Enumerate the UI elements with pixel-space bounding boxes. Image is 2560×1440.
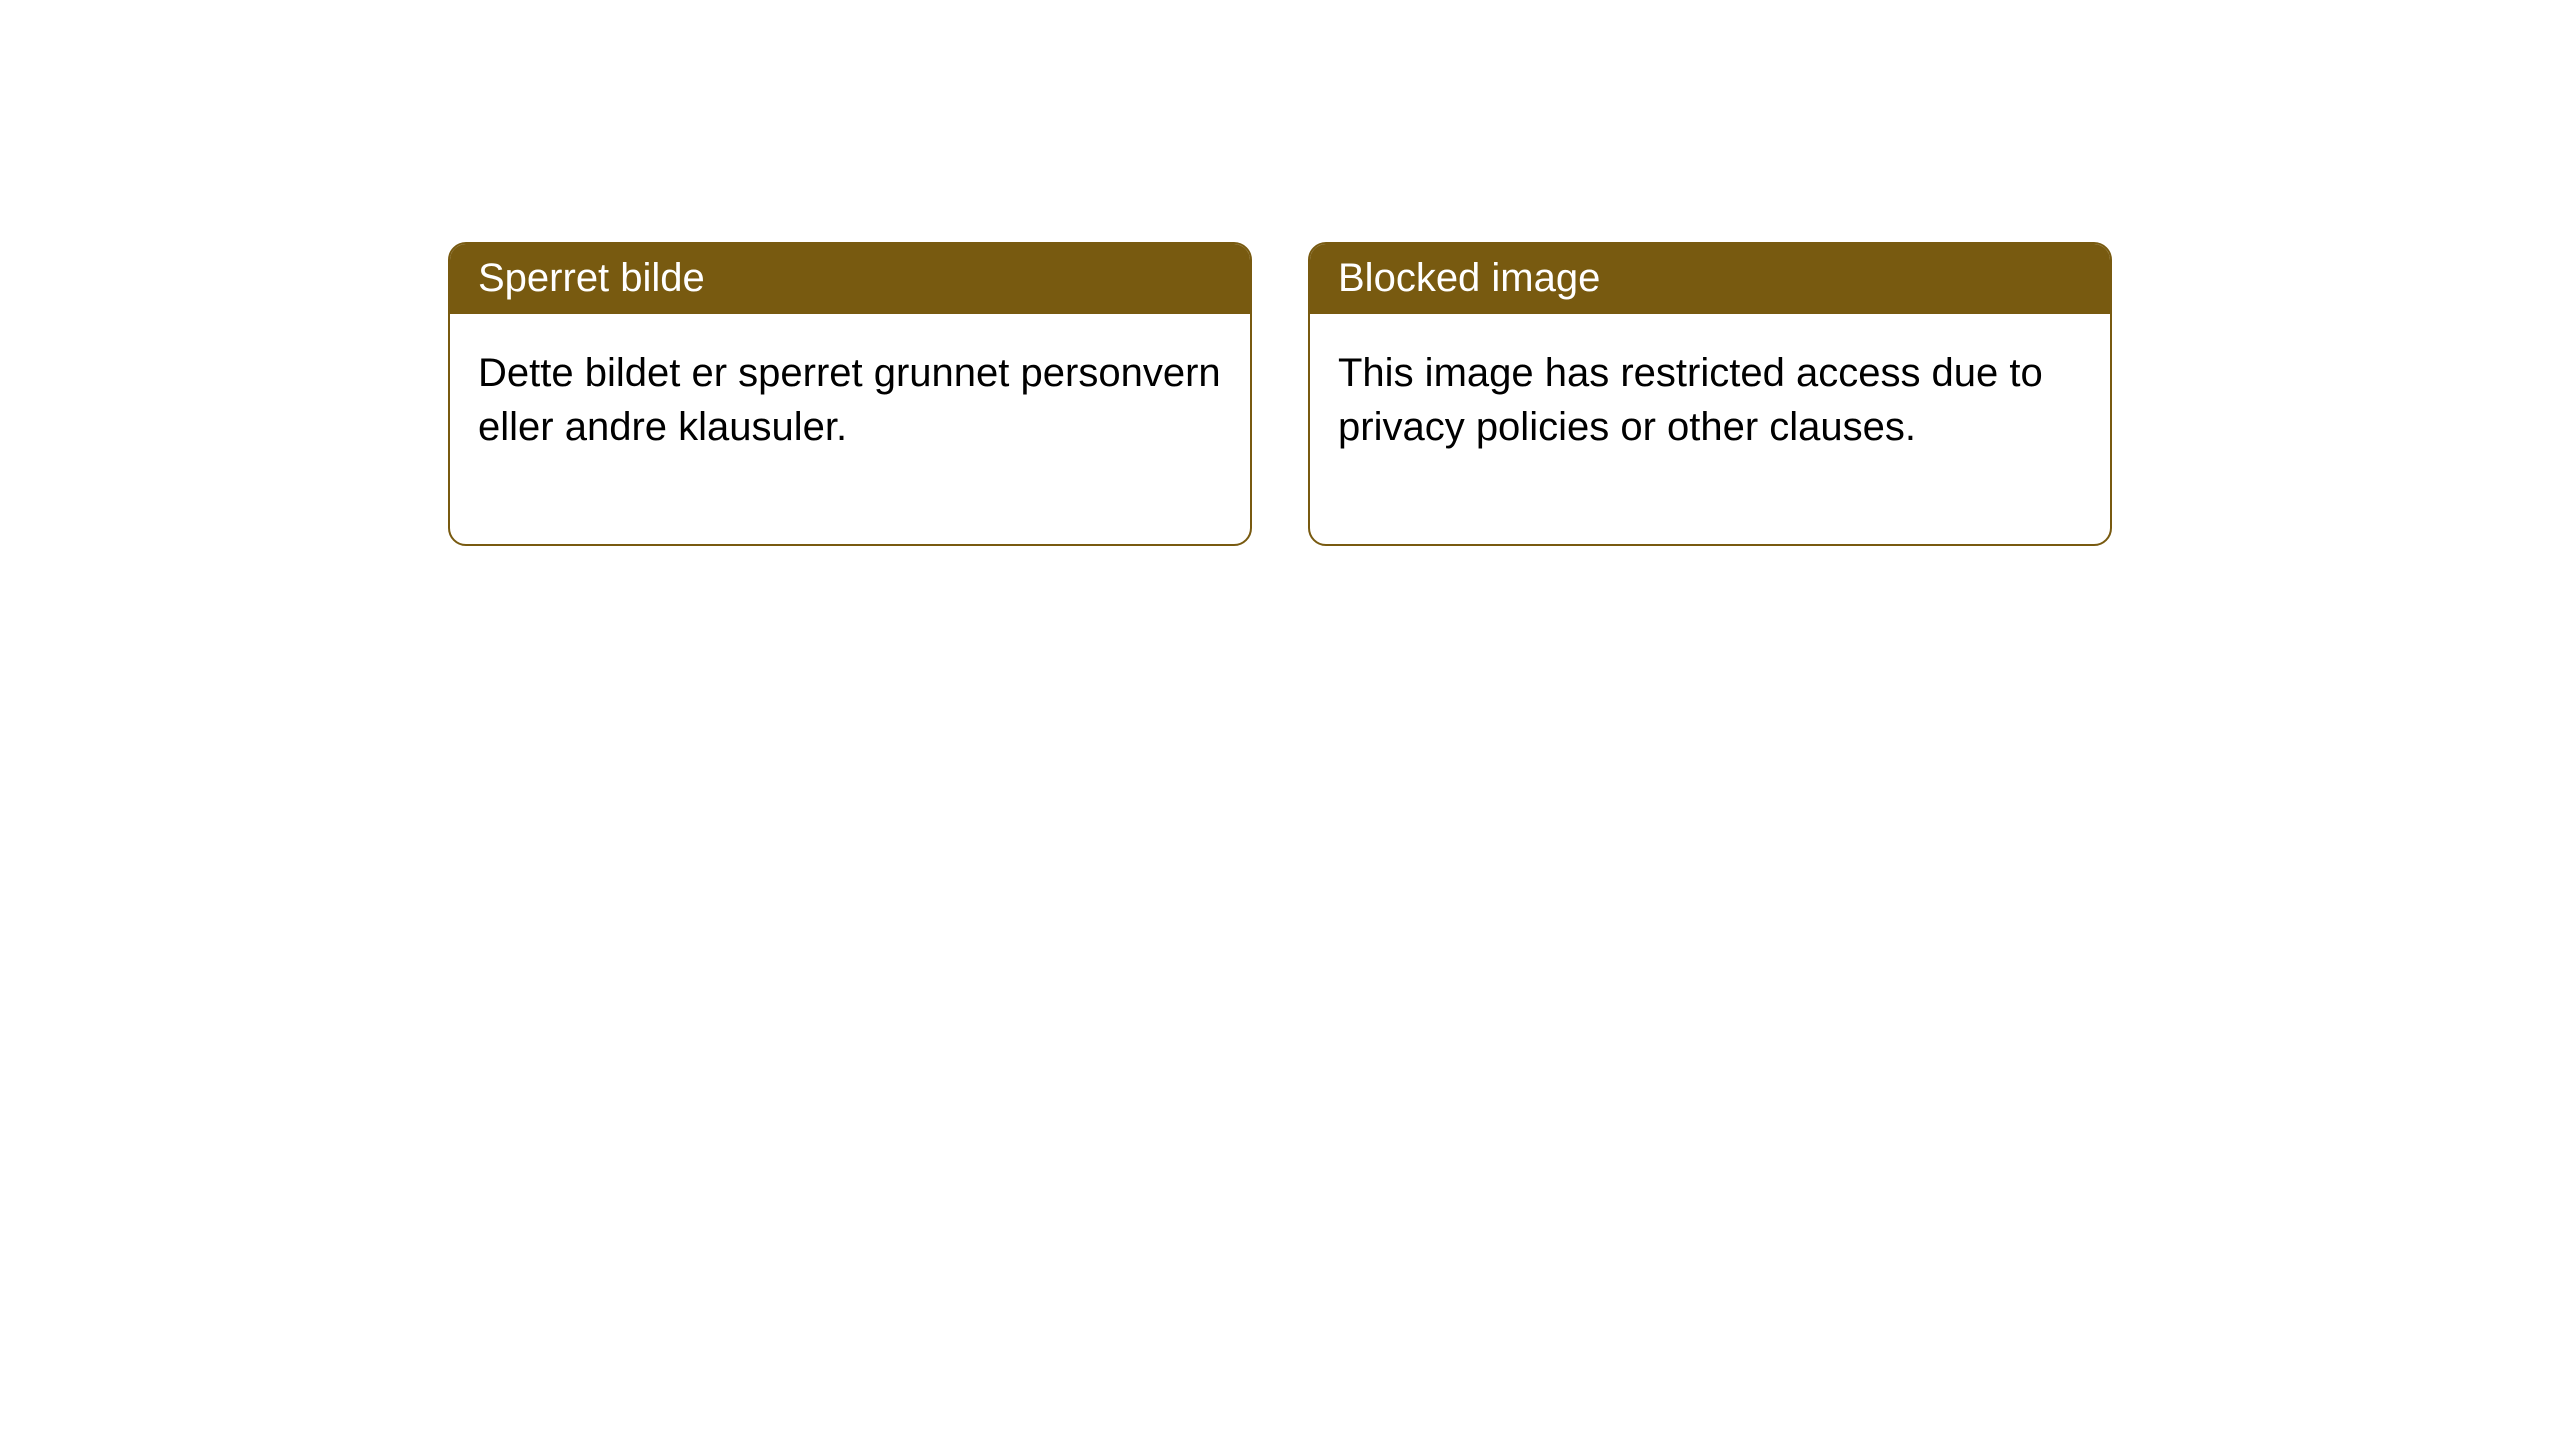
card-header: Sperret bilde	[450, 244, 1250, 314]
card-header: Blocked image	[1310, 244, 2110, 314]
card-container: Sperret bilde Dette bildet er sperret gr…	[0, 0, 2560, 788]
card-body: Dette bildet er sperret grunnet personve…	[450, 314, 1250, 544]
card-body: This image has restricted access due to …	[1310, 314, 2110, 544]
blocked-image-card-en: Blocked image This image has restricted …	[1308, 242, 2112, 546]
blocked-image-card-no: Sperret bilde Dette bildet er sperret gr…	[448, 242, 1252, 546]
